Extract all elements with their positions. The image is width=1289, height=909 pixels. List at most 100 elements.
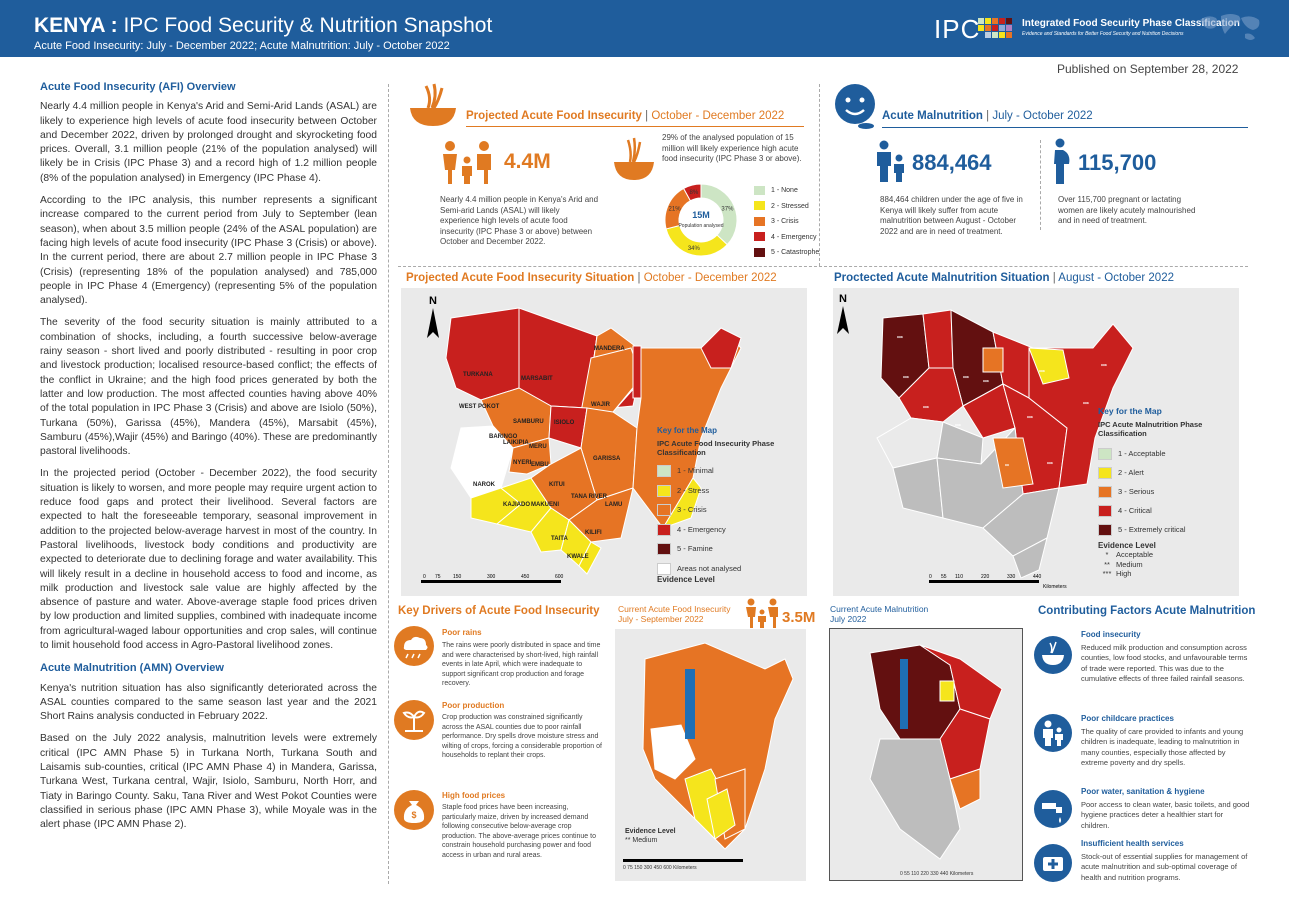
projected-afi-map-title: Projected Acute Food Insecurity Situatio… <box>406 272 777 284</box>
row-divider <box>398 266 1248 267</box>
svg-text:0: 0 <box>929 574 932 580</box>
legend-item: 1 - None <box>754 183 819 199</box>
legend-label: 4 - Emergency <box>677 524 726 534</box>
donut-description: 29% of the analysed population of 15 mil… <box>662 133 802 163</box>
svg-text:***: *** <box>897 336 903 342</box>
factor-heading: Food insecurity <box>1081 630 1141 639</box>
legend-swatch <box>1098 505 1112 518</box>
evidence-level-list: * Acceptable ** Medium *** High <box>1098 550 1238 579</box>
divider <box>1040 140 1041 230</box>
svg-text:***: *** <box>963 376 969 382</box>
county-label: GARISSA <box>593 456 621 462</box>
legend-label: 2 - Stressed <box>771 202 809 210</box>
afi-paragraph: In the projected period (October - Decem… <box>40 468 377 651</box>
donut-center-value: 15M <box>692 210 710 220</box>
svg-text:***: *** <box>923 406 929 412</box>
legend-swatch <box>754 185 765 195</box>
map-scale-bar: 0 55 110 220 330 440 Kilometers <box>929 574 1067 590</box>
legend-swatch <box>1098 448 1112 461</box>
svg-text:75: 75 <box>435 574 441 580</box>
projected-number: 4.4M <box>504 150 551 173</box>
legend-label: 5 - Famine <box>677 544 713 553</box>
health-kit-icon <box>1034 844 1072 882</box>
legend-label: Areas not analysed <box>677 563 742 573</box>
amn-paragraph: Kenya's nutrition situation has also sig… <box>40 682 377 723</box>
map-scale-labels: 0 55 110 220 330 440 Kilometers <box>900 871 974 877</box>
mother-child-icon <box>877 140 904 182</box>
svg-text:***: *** <box>1027 416 1033 422</box>
left-column: Acute Food Insecurity (AFI) Overview Nea… <box>40 80 377 841</box>
legend-item: 2 - Alert <box>1098 463 1238 482</box>
kenya-current-amn-map-drawing <box>869 644 1003 860</box>
county-label: KITUI <box>549 482 565 488</box>
north-arrow-label: N <box>429 295 437 307</box>
legend-swatch <box>657 543 671 556</box>
north-arrow-label: N <box>839 293 847 305</box>
factor-heading: Insufficient health services <box>1081 839 1184 848</box>
current-afi-number: 3.5M <box>782 609 816 626</box>
svg-text:***: *** <box>1083 402 1089 408</box>
driver-heading: Poor production <box>442 701 505 710</box>
published-date: Published on September 28, 2022 <box>1057 62 1239 76</box>
legend-swatch <box>1098 524 1112 537</box>
svg-text:150: 150 <box>453 574 462 580</box>
svg-text:600: 600 <box>555 574 564 580</box>
evidence-level-item: ** Medium <box>1104 559 1143 569</box>
water-tap-icon <box>1034 790 1072 828</box>
projected-afi-map: N MANDERA TURKANA <box>401 288 807 596</box>
population-donut-chart: 15M Population analysed 37% 34% 21% 8% <box>664 183 738 257</box>
county-label: KILIFI <box>585 530 602 536</box>
county-label: MERU <box>529 444 547 450</box>
svg-text:0: 0 <box>423 574 426 580</box>
afi-legend: 1 - Minimal 2 - Stress 3 - Crisis 4 - Emerg… <box>657 461 797 578</box>
county-label: MARSABIT <box>521 376 553 382</box>
title-underline <box>466 126 804 127</box>
svg-text:55: 55 <box>941 574 947 580</box>
legend-item: 3 - Crisis <box>657 500 797 520</box>
evidence-level-label: Evidence Level <box>657 575 715 584</box>
kenya-current-afi-map-drawing <box>642 642 794 850</box>
legend-item: Areas not analysed <box>657 559 797 579</box>
key-drivers-title: Key Drivers of Acute Food Insecurity <box>398 605 600 617</box>
county-label: WEST POKOT <box>459 404 500 410</box>
contributing-factors-title: Contributing Factors Acute Malnutrition <box>1038 605 1256 617</box>
kenya-afi-map-drawing: N MANDERA TURKANA <box>421 295 742 583</box>
factor-text: Stock-out of essential supplies for mana… <box>1081 852 1248 882</box>
key-drivers-list: Poor rains The rains were poorly distrib… <box>393 623 605 883</box>
legend-label: 5 - Extremely critical <box>1118 525 1186 534</box>
column-divider <box>388 84 389 884</box>
kenya-amn-map-drawing: N ****** *** ********* ********* ******** <box>837 293 1134 590</box>
legend-item: 1 - Minimal <box>657 461 797 481</box>
legend-swatch <box>657 562 671 575</box>
evidence-level-item: ** Medium <box>625 837 658 844</box>
county-label: LAIKIPIA <box>503 440 529 446</box>
title-underline <box>882 127 1248 128</box>
afi-map-key: Key for the Map IPC Acute Food Insecurit… <box>657 426 797 584</box>
county-label: TURKANA <box>463 372 493 378</box>
afi-paragraph: Nearly 4.4 million people in Kenya's Ari… <box>40 101 377 184</box>
factor-text: Poor access to clean water, basic toilet… <box>1081 800 1250 830</box>
legend-label: 1 - Minimal <box>677 466 714 475</box>
legend-swatch <box>657 504 671 517</box>
factor-heading: Poor water, sanitation & hygiene <box>1081 787 1205 796</box>
county-label: MANDERA <box>594 346 625 352</box>
evidence-level-label: Evidence Level <box>625 828 676 835</box>
county-label: MAKUENI <box>531 502 559 508</box>
women-number: 115,700 <box>1078 150 1157 175</box>
amn-map: N *** *** *** *** *** *** *** *** *** *** *** ** <box>833 288 1239 596</box>
women-description: Over 115,700 pregnant or lactating women… <box>1058 195 1196 225</box>
svg-text:$: $ <box>411 810 416 820</box>
map-scale-labels: 0 75 150 300 450 600 Kilometers <box>623 865 697 871</box>
legend-item: 1 - Acceptable <box>1098 444 1238 463</box>
legend-swatch <box>657 523 671 536</box>
map-key-subtitle: IPC Acute Malnutrition Phase Classificat… <box>1098 420 1203 438</box>
legend-item: 4 - Critical <box>1098 501 1238 520</box>
acute-malnutrition-title: Acute Malnutrition | July - October 2022 <box>882 110 1093 122</box>
afi-paragraph: The severity of the food security situat… <box>40 317 377 458</box>
driver-text: Staple food prices have been increasing,… <box>442 804 596 859</box>
map-key-subtitle: IPC Acute Food Insecurity Phase Classifi… <box>657 439 775 457</box>
driver-heading: Poor rains <box>442 628 482 637</box>
svg-text:***: *** <box>903 376 909 382</box>
legend-label: 3 - Serious <box>1118 487 1155 496</box>
factor-heading: Poor childcare practices <box>1081 714 1174 723</box>
